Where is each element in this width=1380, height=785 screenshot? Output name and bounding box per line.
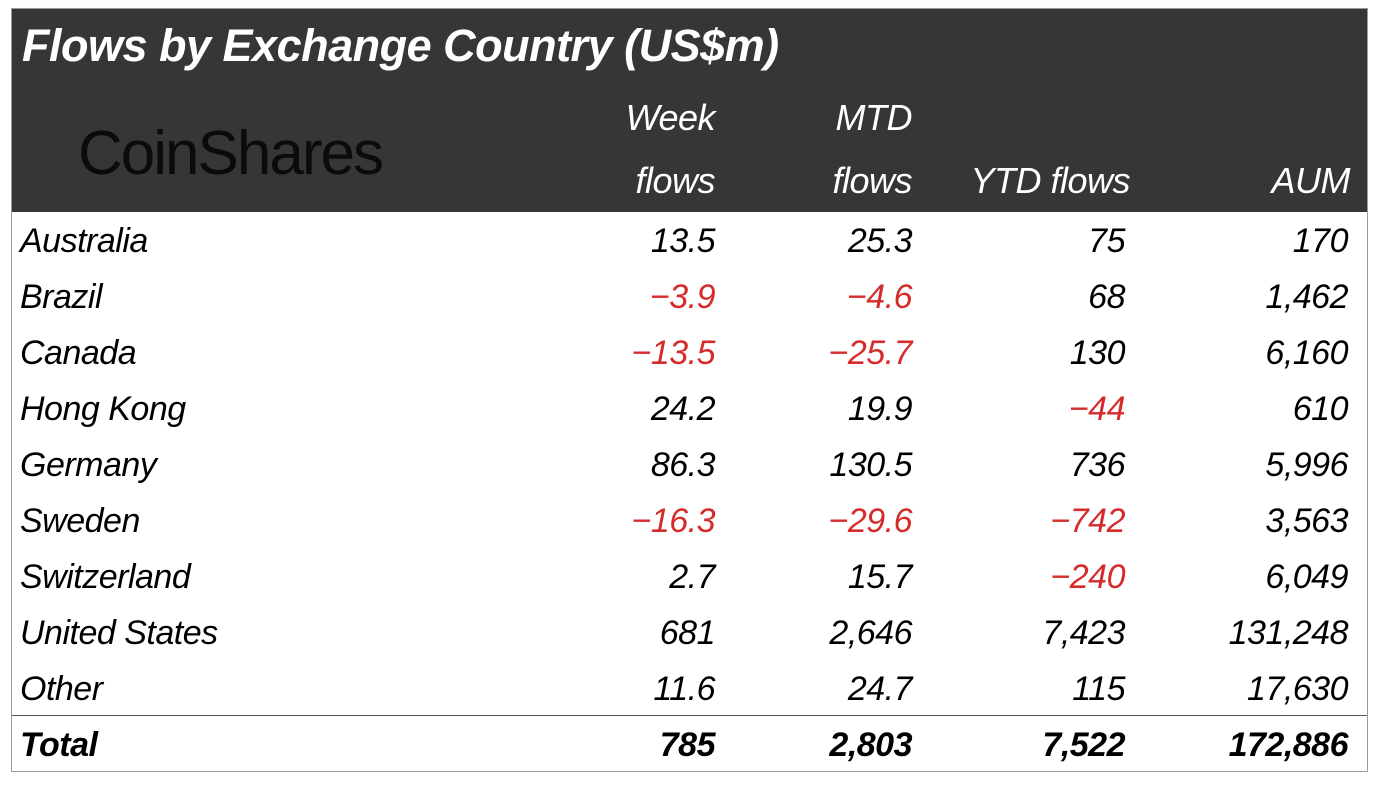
cell-value: 2,803 xyxy=(829,726,912,764)
cell-value: −16.3 xyxy=(631,502,715,540)
table-row: Other 11.6 24.7 115 17,630 xyxy=(12,662,1367,718)
cell-value: 24.2 xyxy=(650,390,716,428)
total-divider xyxy=(12,715,1367,716)
row-label: Other xyxy=(20,670,103,708)
cell-value: −29.6 xyxy=(828,502,912,540)
row-label: Brazil xyxy=(20,278,103,316)
cell-value: 130 xyxy=(1069,334,1126,372)
cell-value: 736 xyxy=(1069,446,1126,484)
coinshares-logo: CoinShares xyxy=(78,119,384,188)
row-label: Canada xyxy=(20,334,137,372)
table-header xyxy=(12,9,1367,212)
cell-value: 11.6 xyxy=(653,670,715,708)
cell-value: 2,646 xyxy=(829,614,912,652)
table-row: Sweden −16.3 −29.6 −742 3,563 xyxy=(12,494,1367,550)
row-label: Australia xyxy=(20,222,148,260)
cell-value: 24.7 xyxy=(847,670,913,708)
cell-value: −25.7 xyxy=(828,334,912,372)
cell-value: −13.5 xyxy=(631,334,715,372)
cell-value: 68 xyxy=(1088,278,1125,316)
cell-value: 5,996 xyxy=(1265,446,1348,484)
table-row: Germany 86.3 130.5 736 5,996 xyxy=(12,438,1367,494)
cell-value: −240 xyxy=(1050,558,1125,596)
table-row: Switzerland 2.7 15.7 −240 6,049 xyxy=(12,550,1367,606)
cell-value: 610 xyxy=(1292,390,1349,428)
cell-value: 15.7 xyxy=(847,558,913,596)
cell-value: 75 xyxy=(1088,222,1125,260)
column-header-2-line2: flows xyxy=(832,160,912,201)
column-header-4-line2: AUM xyxy=(1271,160,1351,201)
cell-value: 6,160 xyxy=(1265,334,1348,372)
cell-value: −3.9 xyxy=(649,278,716,316)
row-label: Switzerland xyxy=(20,558,191,596)
cell-value: 130.5 xyxy=(829,446,912,484)
cell-value: 86.3 xyxy=(650,446,716,484)
table-title: Flows by Exchange Country (US$m) xyxy=(22,20,779,71)
row-label: Hong Kong xyxy=(20,390,186,428)
cell-value: −44 xyxy=(1068,390,1126,428)
cell-value: −742 xyxy=(1050,502,1125,540)
cell-value: 785 xyxy=(659,726,716,764)
table-row: United States 681 2,646 7,423 131,248 xyxy=(12,606,1367,662)
column-header-1-line2: flows xyxy=(635,160,715,201)
cell-value: 115 xyxy=(1072,670,1125,708)
row-label: Sweden xyxy=(20,502,140,540)
column-header-1-line1: Week xyxy=(625,97,716,138)
cell-value: −4.6 xyxy=(846,278,913,316)
row-label: United States xyxy=(20,614,218,652)
table-frame xyxy=(11,8,1368,772)
table-row: Brazil −3.9 −4.6 68 1,462 xyxy=(12,270,1367,326)
column-header-3-line2: YTD flows xyxy=(970,160,1130,201)
table-row: Canada −13.5 −25.7 130 6,160 xyxy=(12,326,1367,382)
row-label: Germany xyxy=(20,446,157,484)
cell-value: 19.9 xyxy=(847,390,913,428)
cell-value: 131,248 xyxy=(1228,614,1349,652)
column-header-2-line1: MTD xyxy=(835,97,913,138)
cell-value: 2.7 xyxy=(669,558,715,596)
row-label: Total xyxy=(20,726,98,764)
cell-value: 1,462 xyxy=(1265,278,1348,316)
cell-value: 25.3 xyxy=(847,222,913,260)
cell-value: 7,522 xyxy=(1042,726,1125,764)
cell-value: 17,630 xyxy=(1247,670,1349,708)
cell-value: 13.5 xyxy=(650,222,716,260)
total-row: Total 785 2,803 7,522 172,886 xyxy=(12,718,1367,774)
cell-value: 6,049 xyxy=(1265,558,1348,596)
table-row: Hong Kong 24.2 19.9 −44 610 xyxy=(12,382,1367,438)
cell-value: 681 xyxy=(659,614,716,652)
cell-value: 3,563 xyxy=(1265,502,1348,540)
cell-value: 7,423 xyxy=(1042,614,1125,652)
cell-value: 170 xyxy=(1292,222,1349,260)
table-row: Australia 13.5 25.3 75 170 xyxy=(12,214,1367,270)
cell-value: 172,886 xyxy=(1228,726,1349,764)
